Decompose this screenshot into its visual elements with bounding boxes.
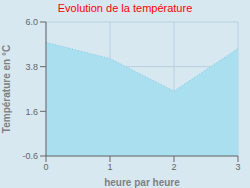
html-text:Evolution de la température: Evolution de la température [57, 2, 193, 14]
svg-text:3.8: 3.8 [25, 62, 38, 72]
svg-text:0: 0 [43, 162, 48, 172]
svg-text:6.0: 6.0 [25, 17, 38, 27]
svg-text:Température en °C: Température en °C [8, 45, 12, 133]
svg-text:heure par heure: heure par heure [104, 177, 180, 188]
svg-text:1.6: 1.6 [25, 107, 38, 117]
svg-text:-0.6: -0.6 [22, 151, 38, 161]
svg-text:2: 2 [171, 162, 176, 172]
svg-text:3: 3 [235, 162, 240, 172]
svg-text:1: 1 [107, 162, 112, 172]
